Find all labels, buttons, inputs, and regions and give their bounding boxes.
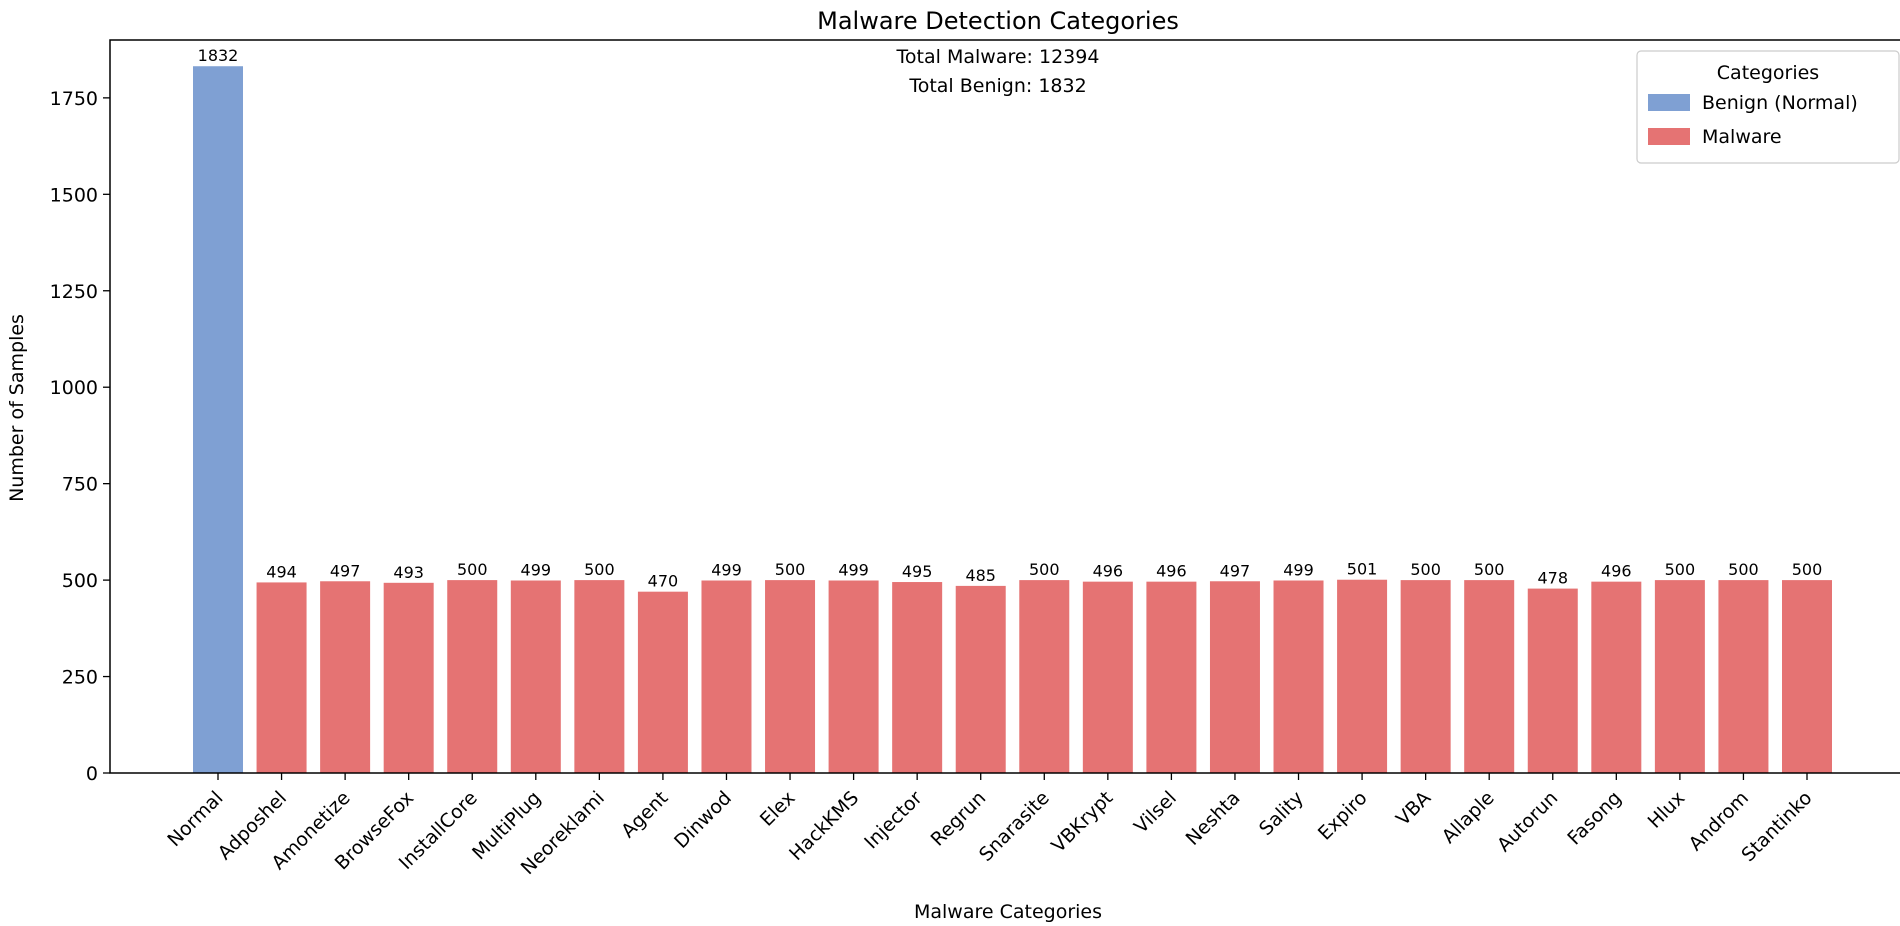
bar-value-label: 499 <box>838 560 869 579</box>
x-tick-label: Normal <box>163 787 227 851</box>
bar-neshta <box>1209 581 1260 773</box>
total-malware-text: Total Malware: 12394 <box>896 46 1100 68</box>
bar-value-label: 499 <box>521 560 552 579</box>
bar-value-label: 470 <box>648 572 679 591</box>
x-tick-label: HackKMS <box>785 787 863 865</box>
y-tick-label: 1750 <box>50 88 98 110</box>
x-tick-label: Fasong <box>1563 787 1626 850</box>
bar-neoreklami <box>574 580 625 773</box>
bar-value-label: 499 <box>711 560 742 579</box>
x-tick-label: Injector <box>860 787 927 854</box>
bar-expiro <box>1337 579 1388 773</box>
bar-value-label: 496 <box>1601 562 1632 581</box>
bar-sality <box>1273 580 1324 773</box>
bar-browsefox <box>383 582 434 773</box>
y-tick-label: 1250 <box>50 281 98 303</box>
bar-value-label: 500 <box>1792 560 1823 579</box>
bar-value-label: 493 <box>393 563 424 582</box>
x-tick-label: Regrun <box>927 787 991 851</box>
bar-vbkrypt <box>1082 581 1133 773</box>
y-tick-label: 500 <box>62 570 98 592</box>
bar-androm <box>1718 580 1769 773</box>
bar-value-label: 496 <box>1093 562 1124 581</box>
bar-normal <box>193 66 243 773</box>
y-tick-label: 1000 <box>50 377 98 399</box>
plot-frame <box>109 39 1900 774</box>
legend-label-malware: Malware <box>1702 126 1782 148</box>
x-tick-label: Dinwod <box>670 787 736 853</box>
bar-snarasite <box>1019 580 1070 773</box>
x-tick-label: Allaple <box>1438 787 1499 848</box>
y-tick-label: 0 <box>86 763 98 785</box>
bar-elex <box>765 580 816 773</box>
legend-swatch-benign <box>1648 94 1690 111</box>
bar-value-label: 496 <box>1156 562 1187 581</box>
chart-title: Malware Detection Categories <box>817 7 1179 35</box>
legend-title: Categories <box>1717 62 1819 84</box>
x-tick-label: Hlux <box>1644 787 1690 833</box>
bar-value-label: 485 <box>965 566 996 585</box>
legend-swatch-malware <box>1648 128 1690 145</box>
bar-injector <box>892 582 943 773</box>
x-tick-label: Autorun <box>1493 787 1562 856</box>
x-axis-label: Malware Categories <box>914 901 1102 923</box>
bar-amonetize <box>320 581 371 773</box>
bar-vilsel <box>1146 581 1197 773</box>
plot-area: 0 250 500 750 1000 1250 1500 1750 1832 Normal 494 A… <box>50 46 1832 879</box>
bar-allaple <box>1464 580 1515 773</box>
bar-adposhel <box>256 582 307 773</box>
bar-stantinko <box>1782 580 1832 773</box>
x-tick-label: Sality <box>1255 787 1308 840</box>
bar-value-label: 500 <box>1728 560 1759 579</box>
totals-annotation: Total Malware: 12394 Total Benign: 1832 <box>896 46 1100 97</box>
bar-installcore <box>447 580 498 773</box>
legend-box <box>1636 50 1900 164</box>
bar-value-label: 499 <box>1283 560 1314 579</box>
x-tick-label: Snarasite <box>975 787 1054 866</box>
bar-value-label: 500 <box>1665 560 1696 579</box>
bar-value-label: 500 <box>584 560 615 579</box>
bar-value-label: 478 <box>1537 569 1568 588</box>
x-tick-label: Neshta <box>1182 787 1245 850</box>
y-tick-label: 1500 <box>50 184 98 206</box>
y-tick-label: 250 <box>62 667 98 689</box>
total-benign-text: Total Benign: 1832 <box>908 75 1086 97</box>
bar-value-label: 497 <box>330 561 361 580</box>
x-tick-label: VBKrypt <box>1047 787 1117 857</box>
bar-value-label: 500 <box>1410 560 1441 579</box>
bar-agent <box>637 591 688 773</box>
bar-regrun <box>955 585 1006 773</box>
x-tick-label: Elex <box>756 787 800 831</box>
bar-vba <box>1400 580 1451 773</box>
legend-label-benign: Benign (Normal) <box>1702 92 1858 114</box>
bar-value-label: 500 <box>775 560 806 579</box>
bar-fasong <box>1591 581 1642 773</box>
x-tick-label: Vilsel <box>1130 787 1181 838</box>
bar-value-label: 497 <box>1220 561 1251 580</box>
bar-value-label: 500 <box>1029 560 1060 579</box>
x-tick-label: VBA <box>1392 787 1435 830</box>
x-tick-label: Expiro <box>1314 787 1372 845</box>
y-axis-label: Number of Samples <box>6 314 28 502</box>
bar-hackkms <box>828 580 879 773</box>
y-tick-label: 750 <box>62 474 98 496</box>
bar-value-label: 501 <box>1347 560 1378 579</box>
bar-value-label: 1832 <box>198 46 239 65</box>
bar-autorun <box>1527 588 1578 773</box>
bar-value-label: 495 <box>902 562 933 581</box>
bar-multiplug <box>510 580 561 773</box>
x-tick-label: Agent <box>617 787 672 842</box>
legend: Categories Benign (Normal) Malware <box>1636 50 1900 164</box>
bar-value-label: 500 <box>457 560 488 579</box>
bar-dinwod <box>701 580 752 773</box>
bar-value-label: 500 <box>1474 560 1505 579</box>
bar-hlux <box>1654 580 1705 773</box>
bar-value-label: 494 <box>266 562 297 581</box>
